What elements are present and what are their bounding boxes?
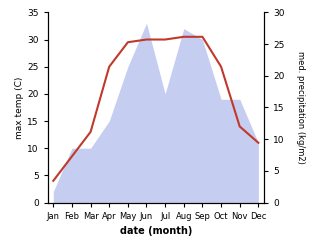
X-axis label: date (month): date (month): [120, 226, 192, 236]
Y-axis label: med. precipitation (kg/m2): med. precipitation (kg/m2): [295, 51, 305, 164]
Y-axis label: max temp (C): max temp (C): [15, 76, 24, 139]
